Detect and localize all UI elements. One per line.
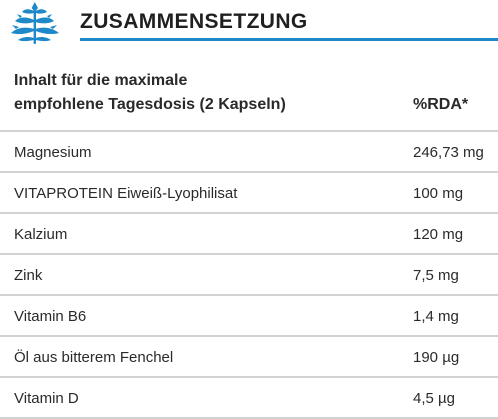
ingredient-amount: 4,5 µg	[413, 390, 456, 407]
ingredient-amount: 246,73 mg	[413, 144, 484, 161]
row-divider	[0, 294, 498, 296]
table-row: Vitamin B6 1,4 mg	[0, 296, 498, 335]
row-divider	[0, 171, 498, 173]
ingredient-name: Vitamin D	[14, 390, 79, 407]
ingredient-name: Vitamin B6	[14, 308, 87, 325]
row-divider	[0, 376, 498, 378]
ingredient-name: Öl aus bitterem Fenchel	[14, 349, 174, 366]
row-divider	[0, 417, 498, 419]
composition-table: Magnesium 246,73 mg VITAPROTEIN Eiweiß-L…	[0, 130, 498, 419]
ingredient-name: Kalzium	[14, 226, 68, 243]
rda-column-header: %RDA*	[413, 96, 469, 113]
herb-plant-icon	[10, 2, 60, 46]
ingredient-name: VITAPROTEIN Eiweiß-Lyophilisat	[14, 185, 238, 202]
intro-line-2: empfohlene Tagesdosis (2 Kapseln)	[14, 96, 286, 113]
row-divider	[0, 212, 498, 214]
table-row: Öl aus bitterem Fenchel 190 µg	[0, 337, 498, 376]
ingredient-name: Zink	[14, 267, 43, 284]
ingredient-amount: 120 mg	[413, 226, 464, 243]
row-divider	[0, 253, 498, 255]
page-title: ZUSAMMENSETZUNG	[80, 10, 308, 33]
ingredient-name: Magnesium	[14, 144, 92, 161]
ingredient-amount: 100 mg	[413, 185, 464, 202]
ingredient-amount: 7,5 mg	[413, 267, 459, 284]
ingredient-amount: 1,4 mg	[413, 308, 459, 325]
table-row: Vitamin D 4,5 µg	[0, 378, 498, 417]
table-row: Magnesium 246,73 mg	[0, 132, 498, 171]
table-row: Kalzium 120 mg	[0, 214, 498, 253]
title-underline	[80, 38, 498, 41]
intro-line-1: Inhalt für die maximale	[14, 72, 188, 89]
row-divider	[0, 130, 498, 132]
ingredient-amount: 190 µg	[413, 349, 460, 366]
table-row: Zink 7,5 mg	[0, 255, 498, 294]
header: ZUSAMMENSETZUNG	[0, 0, 498, 50]
row-divider	[0, 335, 498, 337]
table-intro: Inhalt für die maximale empfohlene Tages…	[14, 69, 394, 117]
table-row: VITAPROTEIN Eiweiß-Lyophilisat 100 mg	[0, 173, 498, 212]
